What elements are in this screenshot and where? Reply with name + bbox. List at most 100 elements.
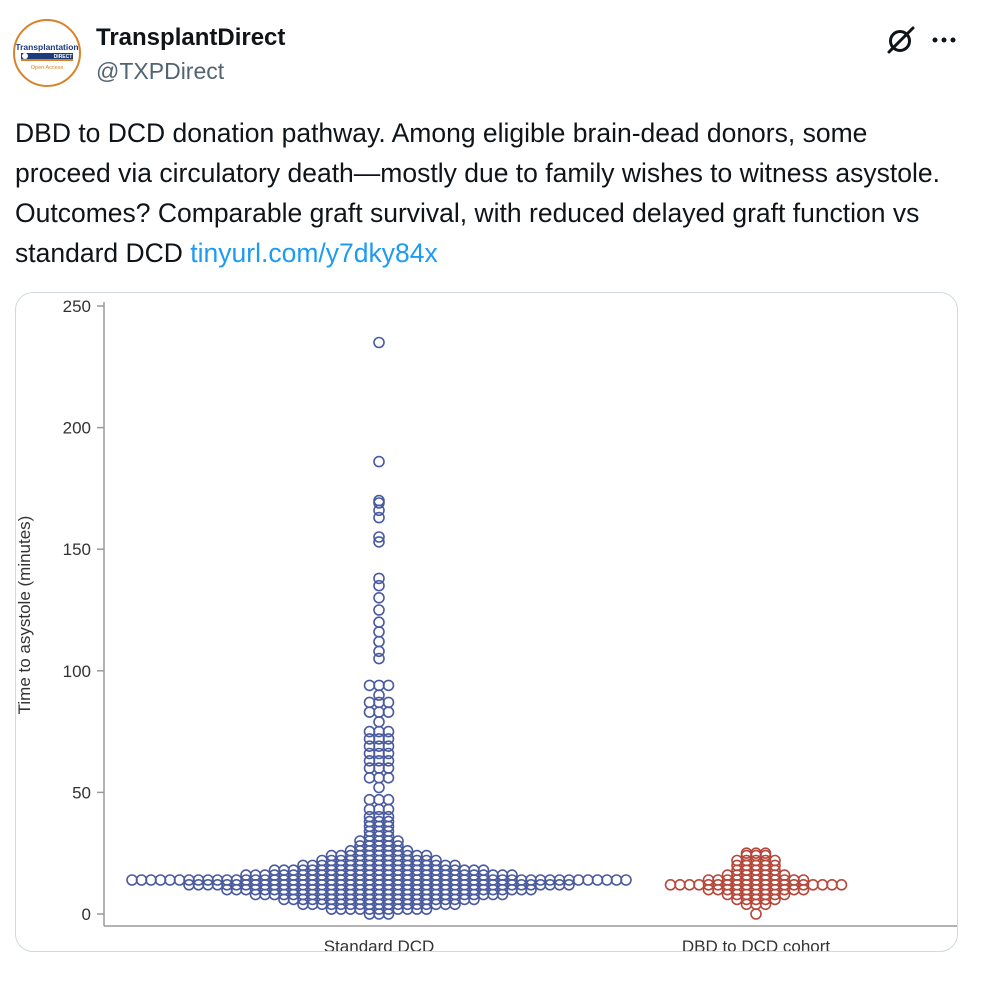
data-point <box>807 878 819 891</box>
data-point <box>373 716 385 728</box>
data-point <box>363 679 376 692</box>
data-point <box>373 803 385 816</box>
data-point <box>835 878 848 891</box>
tweet-body: DBD to DCD donation pathway. Among eligi… <box>15 118 940 268</box>
author-handle[interactable]: @TXPDirect <box>96 58 225 84</box>
avatar[interactable]: Transplantation DIRECT Open Access <box>13 19 81 87</box>
data-point <box>373 645 385 658</box>
data-point <box>778 869 791 881</box>
data-point <box>674 878 686 891</box>
data-point <box>173 874 186 886</box>
data-point <box>601 874 613 886</box>
y-axis-label: Time to asystole (minutes) <box>16 516 34 715</box>
data-point <box>363 803 376 816</box>
data-point <box>826 878 838 891</box>
data-point <box>392 835 404 847</box>
media-card[interactable]: 0 50 100 150 200 250 Time to asystole (minutes… <box>15 292 958 952</box>
data-point <box>420 849 433 862</box>
data-point <box>382 706 395 718</box>
data-point <box>363 725 376 738</box>
data-point <box>382 771 395 784</box>
y-tick-label-50: 50 <box>72 783 91 802</box>
data-point <box>382 810 395 823</box>
data-point <box>373 579 385 592</box>
more-horizontal-icon[interactable] <box>928 26 960 54</box>
data-point <box>563 878 575 891</box>
chart: 0 50 100 150 200 250 Time to asystole (minutes… <box>16 297 957 952</box>
tweet-link[interactable]: tinyurl.com/y7dky84x <box>190 238 438 268</box>
data-point <box>373 531 385 543</box>
data-point <box>145 874 157 886</box>
y-tick-label-100: 100 <box>63 662 91 681</box>
data-point <box>683 878 696 891</box>
data-point <box>620 874 632 886</box>
author-display-name[interactable]: TransplantDirect <box>96 24 286 51</box>
data-point <box>373 511 385 524</box>
data-point <box>373 455 385 468</box>
x-tick-label-1: Standard DCD <box>324 937 435 952</box>
data-point <box>382 696 395 709</box>
data-point <box>572 874 585 886</box>
data-point <box>382 793 395 806</box>
data-point <box>582 874 594 886</box>
data-point <box>392 840 404 852</box>
data-point <box>373 626 385 638</box>
data-point <box>373 725 385 738</box>
grok-slash-icon[interactable] <box>884 24 916 56</box>
logo-text-open-access: Open Access <box>31 65 64 71</box>
data-point <box>750 908 762 920</box>
data-point <box>373 616 385 629</box>
data-point <box>382 815 395 828</box>
data-point <box>506 869 518 881</box>
data-point <box>126 874 138 886</box>
data-point <box>373 652 385 665</box>
data-point <box>430 854 442 867</box>
data-point <box>363 771 376 784</box>
transplantation-direct-logo-icon: Transplantation DIRECT Open Access <box>15 41 79 71</box>
data-point <box>591 874 604 886</box>
data-point <box>164 874 176 886</box>
data-point <box>154 874 167 886</box>
y-tick-label-150: 150 <box>63 540 91 559</box>
data-point <box>363 706 376 718</box>
data-point <box>769 859 781 872</box>
data-point <box>363 696 376 709</box>
y-tick-label-200: 200 <box>63 419 91 438</box>
data-point <box>449 859 461 872</box>
x-tick-label-2: DBD to DCD cohort <box>682 937 831 952</box>
data-point <box>816 878 829 891</box>
data-point <box>373 679 385 692</box>
data-point <box>797 874 810 886</box>
data-point <box>693 878 705 891</box>
data-point <box>373 591 385 604</box>
data-point <box>373 572 385 585</box>
data-point <box>401 844 414 857</box>
data-point <box>664 878 677 891</box>
data-point <box>382 754 395 767</box>
data-point <box>373 706 385 718</box>
y-tick-label-0: 0 <box>82 905 91 924</box>
data-point <box>363 793 376 806</box>
data-point <box>373 494 385 507</box>
data-point <box>759 847 772 860</box>
data-point <box>382 747 395 760</box>
data-point <box>382 733 395 745</box>
data-point <box>373 336 385 349</box>
data-point <box>382 803 395 816</box>
data-point <box>382 762 395 774</box>
data-point <box>373 536 385 548</box>
data-point <box>373 793 385 806</box>
data-point <box>769 854 781 867</box>
data-point <box>373 635 385 648</box>
tweet-text: DBD to DCD donation pathway. Among eligi… <box>15 113 970 273</box>
y-tick-label-250: 250 <box>63 297 91 316</box>
data-point <box>373 689 385 701</box>
data-point <box>477 864 490 877</box>
data-point <box>373 781 385 794</box>
data-point <box>373 604 385 616</box>
logo-text-direct: DIRECT <box>54 54 73 60</box>
logo-text-transplantation: Transplantation <box>15 42 78 52</box>
data-point <box>382 679 395 692</box>
data-point <box>382 725 395 738</box>
data-point <box>610 874 623 886</box>
